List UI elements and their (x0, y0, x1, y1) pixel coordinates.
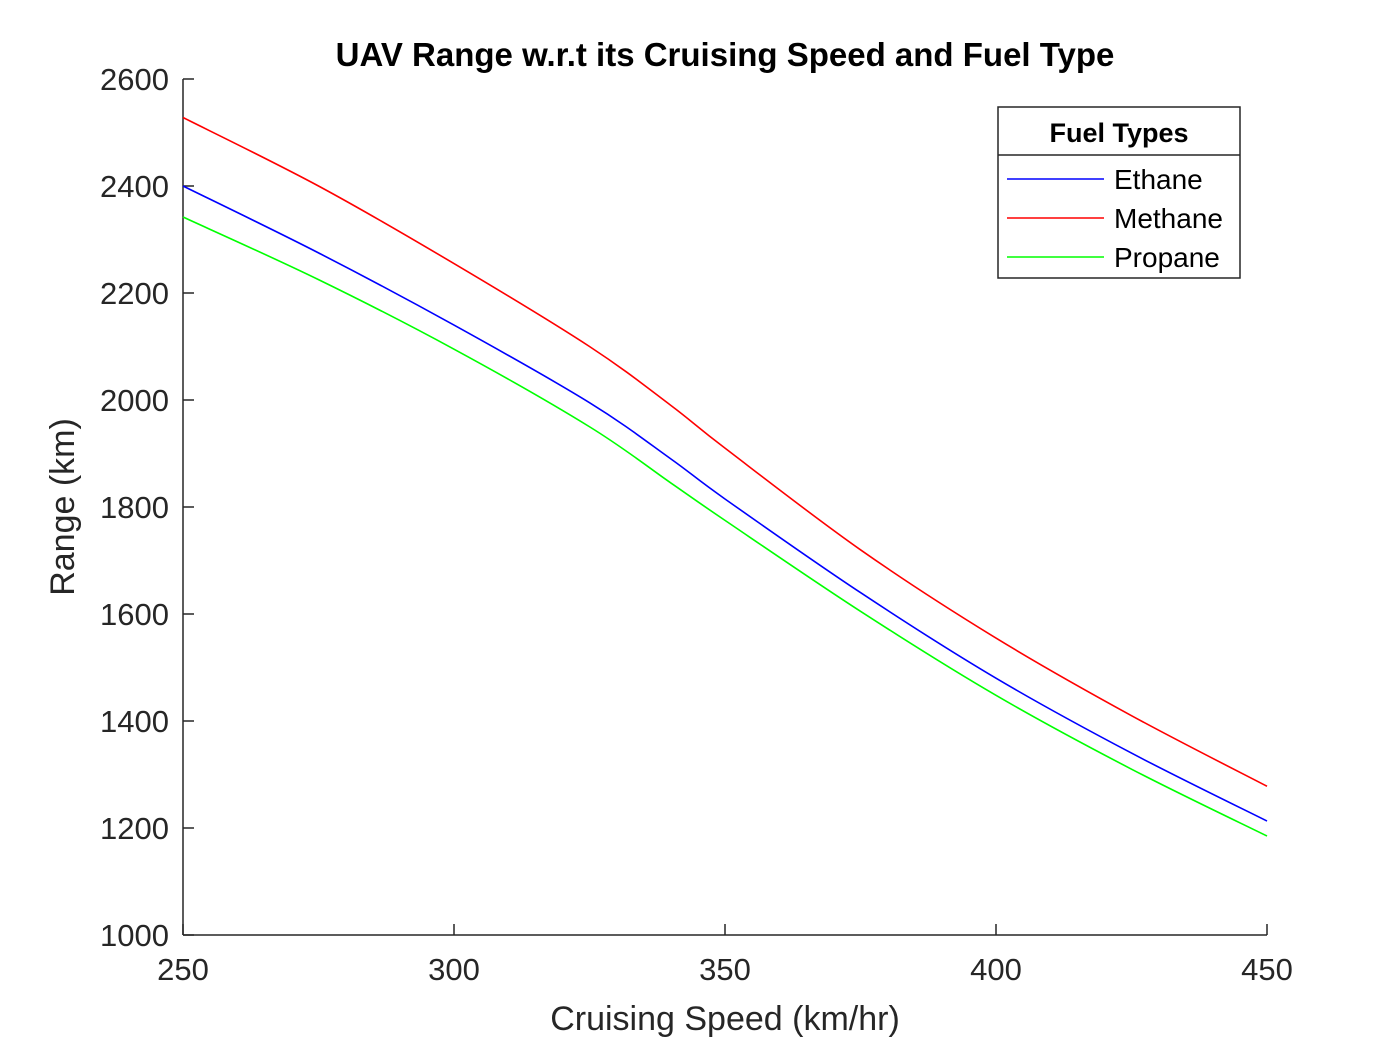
series-lines (182, 116, 1268, 837)
legend-label-propane: Propane (1114, 242, 1220, 273)
legend-label-methane: Methane (1114, 203, 1223, 234)
x-tick-label: 450 (1241, 952, 1293, 987)
legend-items: Ethane Methane Propane (1007, 164, 1223, 273)
x-tick-label: 350 (699, 952, 751, 987)
y-tick-label: 1200 (100, 811, 169, 846)
x-axis-title: Cruising Speed (km/hr) (550, 1000, 900, 1038)
y-tick-label: 2200 (100, 276, 169, 311)
axes: 1000 1200 1400 1600 1800 2000 2200 2400 2600 250 3… (100, 62, 1293, 987)
y-tick-label: 1600 (100, 597, 169, 632)
series-line-methane (182, 116, 1268, 787)
x-tick-label: 400 (970, 952, 1022, 987)
y-tick-label: 1000 (100, 918, 169, 953)
x-tick-label: 250 (157, 952, 209, 987)
y-axis-title: Range (km) (44, 418, 82, 596)
x-tick-label: 300 (428, 952, 480, 987)
legend-title: Fuel Types (1049, 118, 1188, 148)
legend-box (997, 106, 1241, 279)
chart-title: UAV Range w.r.t its Cruising Speed and F… (336, 36, 1115, 73)
legend-label-ethane: Ethane (1114, 164, 1203, 195)
legend: Fuel Types Ethane Methane Propane (997, 106, 1241, 279)
y-tick-label: 2000 (100, 383, 169, 418)
series-line-propane (182, 216, 1268, 837)
y-tick-label: 2400 (100, 169, 169, 204)
series-line-ethane (182, 185, 1268, 822)
y-tick-label: 1800 (100, 490, 169, 525)
y-tick-label: 1400 (100, 704, 169, 739)
y-tick-label: 2600 (100, 62, 169, 97)
